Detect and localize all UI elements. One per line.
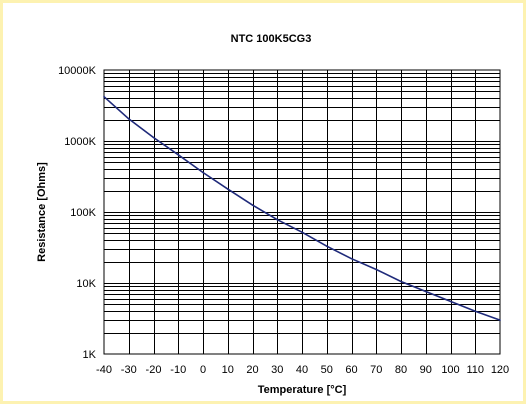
x-tick-label: 30 xyxy=(271,364,283,376)
x-tick-label: 100 xyxy=(441,364,459,376)
x-tick-label: 40 xyxy=(296,364,308,376)
data-point xyxy=(128,118,130,120)
y-tick-label: 10000K xyxy=(58,65,97,77)
thermistor-chart: NTC 100K5CG3 -40 -30 -20 -10 0 10 20 30 40 50 60 70… xyxy=(36,33,509,396)
x-tick-label: -40 xyxy=(96,364,112,376)
y-tick-labels: 1K 10K 100K 1000K 10000K xyxy=(58,65,97,361)
x-tick-label: -10 xyxy=(170,364,186,376)
data-point xyxy=(499,319,501,321)
grid-lines xyxy=(104,70,500,354)
x-tick-label: 110 xyxy=(466,364,484,376)
y-tick-label: 1000K xyxy=(64,136,96,148)
data-point xyxy=(425,290,427,293)
x-tick-label: 80 xyxy=(395,364,407,376)
y-axis-title: Resistance [Ohms] xyxy=(36,162,48,262)
series-group xyxy=(103,95,501,321)
plot-area xyxy=(103,69,501,355)
x-tick-label: 50 xyxy=(321,364,333,376)
data-point xyxy=(326,245,328,247)
chart-title: NTC 100K5CG3 xyxy=(231,33,312,45)
data-point xyxy=(103,95,105,98)
x-tick-label: 10 xyxy=(222,364,234,376)
data-point xyxy=(251,204,254,206)
data-point xyxy=(350,257,353,260)
data-point xyxy=(177,154,180,156)
data-point xyxy=(152,136,155,139)
x-tick-label: 90 xyxy=(420,364,432,376)
data-point xyxy=(400,280,402,283)
y-tick-label: 1K xyxy=(83,349,97,361)
y-tick-label: 100K xyxy=(70,207,96,219)
data-point xyxy=(227,188,229,190)
y-tick-label: 10K xyxy=(76,278,96,290)
data-point xyxy=(474,310,477,313)
x-tick-label: 70 xyxy=(370,364,382,376)
x-tick-label: -20 xyxy=(146,364,162,376)
data-point xyxy=(202,171,204,174)
data-point xyxy=(276,218,279,221)
x-tick-label: 60 xyxy=(345,364,357,376)
data-point xyxy=(375,268,378,271)
x-tick-label: 20 xyxy=(246,364,258,376)
x-tick-labels: -40 -30 -20 -10 0 10 20 30 40 50 60 70 80 90 100 110 120 xyxy=(96,364,509,376)
x-axis-title: Temperature [°C] xyxy=(258,384,347,396)
x-tick-label: 0 xyxy=(200,364,206,376)
x-tick-label: 120 xyxy=(491,364,509,376)
x-tick-label: -30 xyxy=(121,364,137,376)
data-point xyxy=(301,231,303,233)
data-point xyxy=(449,300,452,303)
